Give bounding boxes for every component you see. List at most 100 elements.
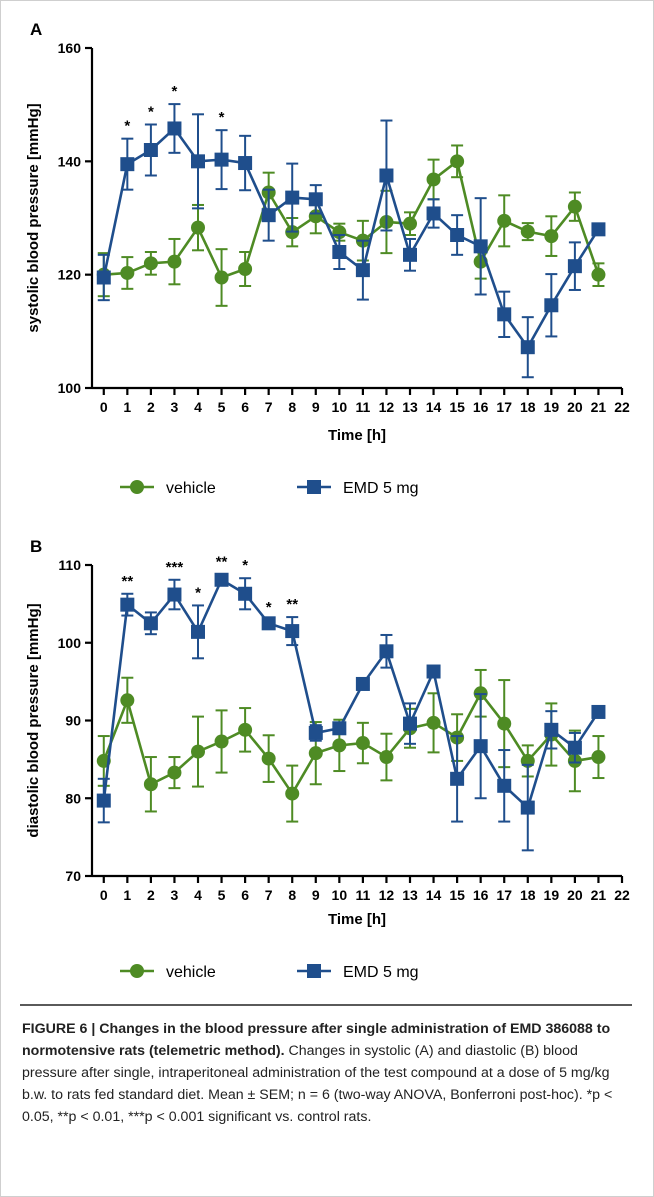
panel-b-vehicle-point bbox=[426, 715, 441, 730]
panel-a-vehicle-point bbox=[238, 262, 253, 276]
panel-b-x-tick-label: 16 bbox=[473, 887, 489, 903]
panel-a-vehicle-point bbox=[426, 172, 441, 187]
panel-a-emd-point bbox=[214, 152, 229, 167]
panel-b-significance-mark: * bbox=[195, 584, 201, 601]
panel-a-x-tick-label: 17 bbox=[496, 399, 512, 415]
panel-a-emd-point bbox=[567, 259, 582, 274]
panel-b-emd-point bbox=[143, 616, 158, 631]
panel-b-emd-point bbox=[285, 624, 300, 639]
panel-b-x-tick-label: 9 bbox=[312, 887, 320, 903]
panel-b-emd-point bbox=[214, 572, 229, 587]
panel-b-vehicle-line bbox=[102, 691, 599, 795]
panel-a-label: A bbox=[30, 20, 42, 39]
panel-b-emd-point bbox=[308, 725, 323, 740]
panel-a-significance-mark: * bbox=[172, 83, 178, 100]
panel-b-x-tick-label: 7 bbox=[265, 887, 273, 903]
panel-a-x-tick-label: 6 bbox=[241, 399, 249, 415]
panel-b-significance-mark: * bbox=[242, 557, 248, 574]
panel-a-vehicle-point bbox=[403, 216, 417, 231]
panel-b-emd-point bbox=[355, 676, 370, 691]
panel-a-vehicle-point bbox=[120, 265, 135, 280]
panel-a-x-tick-label: 7 bbox=[265, 399, 273, 415]
panel-b-emd-point bbox=[120, 597, 135, 612]
panel-a-x-tick-label: 12 bbox=[379, 399, 395, 415]
panel-b-x-tick-label: 1 bbox=[123, 887, 131, 903]
panel-b-x-tick-label: 19 bbox=[544, 887, 560, 903]
panel-b-significance-mark: *** bbox=[166, 559, 184, 576]
panel-a-x-tick-label: 11 bbox=[355, 399, 370, 415]
panel-a-x-tick-label: 0 bbox=[100, 399, 108, 415]
panel-b-emd-line bbox=[102, 578, 600, 809]
panel-a-emd-point bbox=[143, 143, 158, 157]
panel-a-emd-point bbox=[332, 245, 347, 259]
panel-a-vehicle-line bbox=[103, 160, 600, 279]
panel-b-vehicle-point bbox=[332, 738, 347, 753]
panel-b-emd-point bbox=[567, 740, 582, 755]
panel-b-significance-mark: ** bbox=[216, 553, 228, 570]
panel-b-emd-point bbox=[473, 739, 488, 754]
panel-b-vehicle-point bbox=[120, 693, 135, 708]
panel-b-legend-vehicle-marker bbox=[130, 964, 144, 978]
panel-b-legend-vehicle-label: vehicle bbox=[166, 964, 216, 981]
panel-b-y-tick-label: 90 bbox=[65, 713, 81, 729]
panel-b-vehicle-point bbox=[497, 716, 512, 731]
panel-b-vehicle-point bbox=[143, 777, 158, 792]
panel-b-vehicle-point bbox=[308, 746, 323, 761]
panel-a-x-tick-label: 18 bbox=[520, 399, 536, 415]
panel-a-vehicle-point bbox=[214, 270, 229, 285]
panel-b-y-tick-label: 80 bbox=[65, 790, 81, 806]
panel-a-vehicle-point bbox=[567, 199, 582, 214]
panel-b-emd-point bbox=[167, 587, 182, 602]
panel-a-significance-mark: * bbox=[219, 109, 225, 126]
panel-b-x-tick-label: 18 bbox=[520, 887, 536, 903]
panel-a-x-tick-label: 13 bbox=[402, 399, 418, 415]
panel-a-emd-point bbox=[591, 222, 606, 237]
panel-a-emd-point bbox=[120, 157, 135, 172]
caption-title: Changes in the blood pressure after sing… bbox=[22, 1021, 611, 1059]
panel-b-emd-point bbox=[403, 716, 417, 731]
panel-b-legend-emd-label: EMD 5 mg bbox=[343, 964, 419, 981]
panel-a-y-tick-label: 160 bbox=[58, 40, 82, 56]
panel-a-legend-emd-marker bbox=[307, 480, 321, 494]
panel-b-x-tick-label: 10 bbox=[332, 887, 348, 903]
panel-b-x-tick-label: 3 bbox=[171, 887, 179, 903]
panel-b-x-tick-label: 11 bbox=[355, 887, 370, 903]
panel-b-emd-point bbox=[544, 722, 559, 737]
panel-b-legend-emd-marker bbox=[307, 964, 321, 978]
panel-b-x-tick-label: 20 bbox=[567, 887, 583, 903]
panel-a-emd-point bbox=[497, 307, 512, 322]
panel-b-significance-mark: ** bbox=[121, 573, 133, 590]
caption-divider bbox=[20, 1004, 632, 1006]
panel-b-emd-point bbox=[497, 778, 512, 793]
panel-a-emd-point bbox=[473, 239, 488, 254]
panel-b-y-tick-label: 110 bbox=[58, 557, 81, 573]
panel-a-emd-point bbox=[520, 340, 535, 355]
panel-b-vehicle-point bbox=[191, 744, 205, 759]
panel-a-y-tick-label: 140 bbox=[58, 153, 82, 169]
panel-b-x-tick-label: 13 bbox=[402, 887, 418, 903]
panel-b-x-tick-label: 0 bbox=[100, 887, 108, 903]
panel-b-emd-point bbox=[520, 800, 535, 815]
panel-b-label: B bbox=[30, 537, 42, 556]
panel-a-y-tick-label: 100 bbox=[58, 380, 82, 396]
panel-a-y-axis-title: systolic blood pressure [mmHg] bbox=[25, 103, 42, 332]
panel-a-y-tick-label: 120 bbox=[58, 267, 82, 283]
panel-b-x-tick-label: 8 bbox=[288, 887, 296, 903]
panel-a-x-tick-label: 3 bbox=[171, 399, 179, 415]
caption-body: Changes in systolic (A) and diastolic (B… bbox=[22, 1043, 613, 1125]
panel-b-emd-point bbox=[426, 664, 441, 679]
panel-a-x-tick-label: 10 bbox=[332, 399, 348, 415]
panel-b-x-tick-label: 4 bbox=[194, 887, 202, 903]
panel-a-significance-mark: * bbox=[124, 118, 130, 135]
panel-a-x-tick-label: 20 bbox=[567, 399, 583, 415]
panel-b-significance-mark: * bbox=[266, 599, 272, 616]
panel-b-emd-point bbox=[238, 586, 253, 601]
panel-a-legend-emd-label: EMD 5 mg bbox=[343, 480, 419, 497]
panel-a-vehicle-point bbox=[520, 224, 535, 239]
panel-a-vehicle-point bbox=[167, 254, 182, 269]
panel-b-x-axis-title: Time [h] bbox=[328, 911, 386, 928]
panel-b-vehicle-point bbox=[214, 734, 229, 749]
panel-a-emd-point bbox=[379, 168, 394, 183]
panel-a-legend-vehicle-marker bbox=[130, 480, 144, 494]
panel-a-vehicle-point bbox=[450, 154, 465, 169]
